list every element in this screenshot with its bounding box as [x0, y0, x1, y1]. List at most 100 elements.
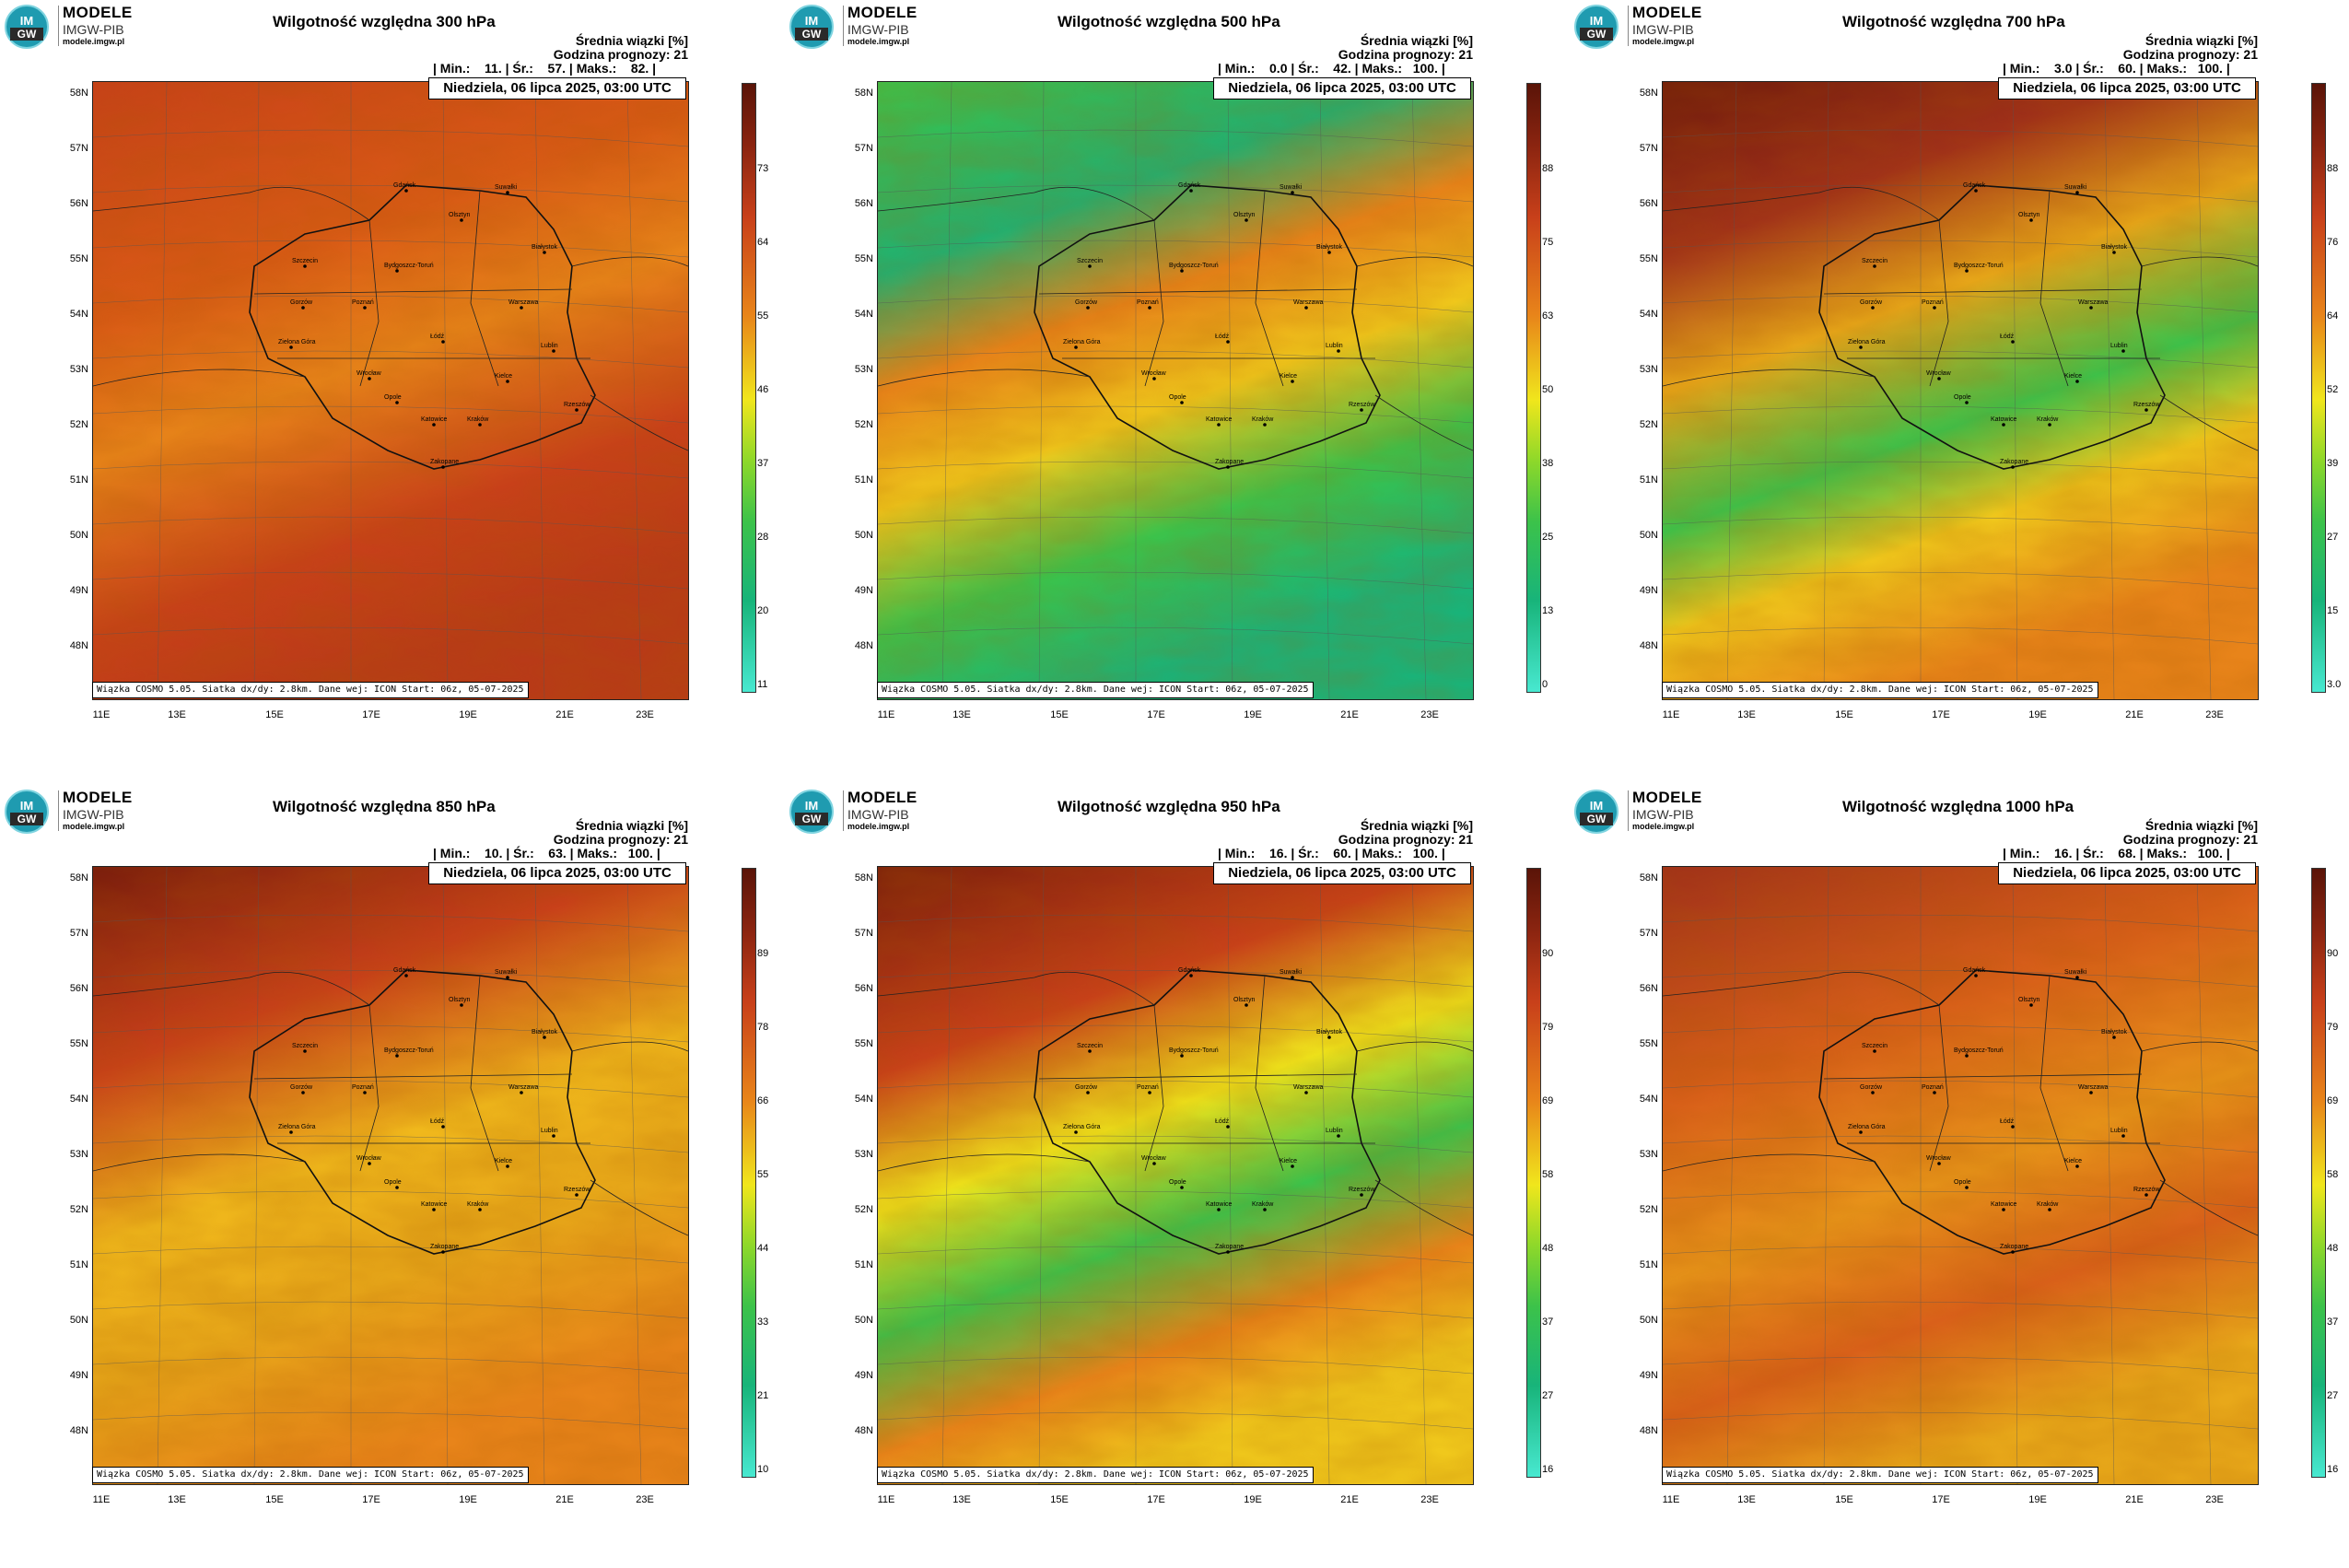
city-marker: Gorzów [1860, 299, 1883, 310]
svg-text:Zakopane: Zakopane [2000, 459, 2028, 465]
city-marker: Bydgoszcz-Toruń [384, 263, 434, 273]
lon-label: 15E [1050, 709, 1069, 720]
lat-label: 54N [854, 309, 873, 320]
city-marker: Opole [1169, 394, 1186, 404]
svg-text:Gorzów: Gorzów [290, 1084, 313, 1091]
svg-text:Kraków: Kraków [1252, 416, 1274, 423]
svg-text:Suwałki: Suwałki [495, 184, 518, 191]
city-marker: Gorzów [290, 299, 313, 310]
svg-text:Katowice: Katowice [1206, 1201, 1233, 1208]
svg-text:Poznań: Poznań [1137, 1084, 1159, 1091]
svg-text:Łódź: Łódź [430, 333, 445, 340]
lon-label: 15E [1835, 709, 1853, 720]
lat-label: 53N [69, 364, 88, 375]
svg-text:Kraków: Kraków [2037, 416, 2059, 423]
colorbar-label: 37 [1542, 1316, 1554, 1328]
brand-name: MODELE [1632, 789, 1702, 806]
svg-text:Opole: Opole [1954, 394, 1971, 401]
panel-title: Wilgotność względna 500 hPa [1058, 13, 1280, 30]
city-marker: Szczecin [1862, 258, 1887, 268]
svg-text:Lublin: Lublin [1326, 343, 1343, 349]
footer-box: Wiązka COSMO 5.05. Siatka dx/dy: 2.8km. … [92, 1467, 529, 1483]
lat-label: 49N [854, 585, 873, 596]
stat-title: Średnia wiązki [%] [2144, 818, 2258, 833]
colorbar-label: 3.0 [2327, 679, 2342, 690]
city-marker: Poznań [1137, 299, 1159, 310]
svg-text:Zielona Góra: Zielona Góra [1063, 339, 1101, 345]
colorbar-label: 79 [1542, 1022, 1554, 1033]
lat-label: 53N [1639, 364, 1658, 375]
svg-text:Łódź: Łódź [1215, 333, 1230, 340]
footer-box: Wiązka COSMO 5.05. Siatka dx/dy: 2.8km. … [877, 682, 1314, 698]
date-box: Niedziela, 06 lipca 2025, 03:00 UTC [1213, 862, 1471, 884]
brand-url: modele.imgw.pl [1632, 37, 1695, 46]
svg-text:Gdańsk: Gdańsk [1963, 182, 1986, 189]
panel-title: Wilgotność względna 700 hPa [1842, 13, 2065, 30]
stat-title: Średnia wiązki [%] [575, 33, 688, 48]
forecast-hour: Godzina prognozy: 21 [553, 47, 688, 62]
city-marker: Opole [1169, 1179, 1186, 1189]
poland-border [1818, 184, 2166, 470]
lat-label: 52N [69, 1204, 88, 1215]
map-area: Gdańsk Suwałki Olsztyn Szczecin Białystok Byd… [877, 866, 1474, 1485]
city-marker: Łódź [1215, 333, 1230, 344]
lat-label: 48N [1639, 1425, 1658, 1436]
svg-text:Olsztyn: Olsztyn [1233, 212, 1255, 218]
svg-text:Zielona Góra: Zielona Góra [1848, 1124, 1886, 1130]
city-marker: Białystok [532, 1029, 558, 1039]
colorbar-label: 44 [757, 1243, 769, 1254]
colorbar-label: 37 [2327, 1316, 2339, 1328]
svg-text:Poznań: Poznań [1922, 299, 1944, 306]
city-marker: Suwałki [1280, 969, 1303, 979]
lon-label: 23E [1420, 1494, 1439, 1505]
lat-label: 52N [1639, 1204, 1658, 1215]
svg-text:Kraków: Kraków [467, 1201, 489, 1208]
panel-title: Wilgotność względna 1000 hPa [1842, 798, 2074, 815]
svg-text:Katowice: Katowice [421, 416, 448, 423]
svg-text:Kielce: Kielce [495, 1158, 512, 1164]
lat-label: 57N [854, 928, 873, 939]
svg-text:Kraków: Kraków [1252, 1201, 1274, 1208]
brand-name: MODELE [1632, 4, 1702, 21]
forecast-hour: Godzina prognozy: 21 [2122, 832, 2258, 847]
city-marker: Kielce [1280, 1158, 1297, 1168]
lon-label: 19E [1244, 709, 1262, 720]
imgw-logo: IM GW [789, 789, 844, 835]
lat-label: 56N [1639, 198, 1658, 209]
forecast-hour: Godzina prognozy: 21 [1338, 832, 1473, 847]
city-marker: Rzeszów [564, 402, 590, 412]
svg-text:Warszawa: Warszawa [1293, 299, 1324, 306]
date-box: Niedziela, 06 lipca 2025, 03:00 UTC [1998, 862, 2256, 884]
map-panel: IM GW MODELE IMGW-PIB modele.imgw.pl Wilgotno… [1570, 0, 2349, 783]
city-marker: Wrocław [1926, 370, 1952, 380]
lat-label: 49N [1639, 1370, 1658, 1381]
city-marker: Olsztyn [1233, 997, 1255, 1007]
date-box: Niedziela, 06 lipca 2025, 03:00 UTC [1213, 77, 1471, 99]
city-marker: Kraków [2037, 1201, 2059, 1211]
lat-label: 55N [854, 253, 873, 264]
lon-label: 15E [265, 1494, 284, 1505]
svg-text:Szczecin: Szczecin [292, 1043, 318, 1049]
svg-text:Kielce: Kielce [495, 373, 512, 380]
stat-title: Średnia wiązki [%] [575, 818, 688, 833]
map-area: Gdańsk Suwałki Olsztyn Szczecin Białystok Byd… [92, 866, 689, 1485]
brand-divider [1628, 6, 1629, 46]
lat-label: 53N [69, 1149, 88, 1160]
city-marker: Gdańsk [393, 182, 416, 193]
svg-text:Suwałki: Suwałki [495, 969, 518, 976]
svg-text:Kielce: Kielce [1280, 1158, 1297, 1164]
city-marker: Rzeszów [564, 1187, 590, 1197]
colorbar [2311, 868, 2326, 1478]
colorbar-label: 0 [1542, 679, 1548, 690]
city-marker: Rzeszów [1349, 1187, 1375, 1197]
colorbar-label: 88 [2327, 163, 2339, 174]
lat-label: 48N [69, 1425, 88, 1436]
city-marker: Kraków [467, 1201, 489, 1211]
poland-border [1034, 969, 1381, 1255]
lat-label: 58N [69, 872, 88, 883]
svg-text:Lublin: Lublin [2110, 1128, 2128, 1134]
imgw-logo: IM GW [1573, 4, 1629, 50]
brand-name: MODELE [63, 4, 133, 21]
city-marker: Bydgoszcz-Toruń [1954, 1047, 2004, 1058]
svg-text:Łódź: Łódź [2000, 333, 2015, 340]
